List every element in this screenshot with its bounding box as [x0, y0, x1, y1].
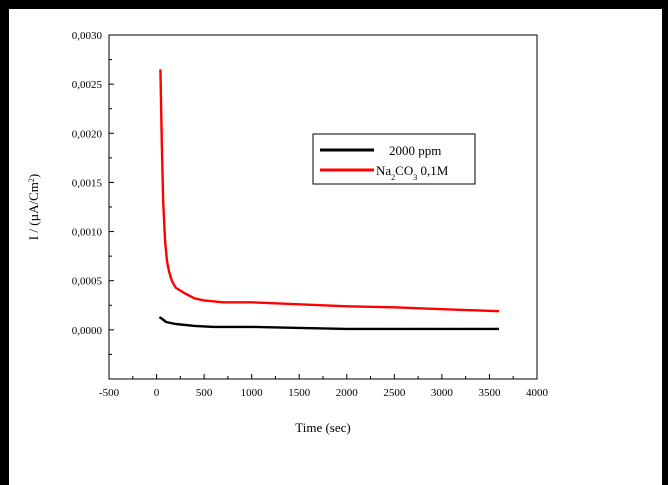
y-tick-label: 0,0015: [72, 177, 103, 189]
x-tick-label: 0: [154, 387, 160, 399]
x-tick-label: -500: [99, 387, 120, 399]
y-tick-label: 0,0005: [72, 276, 103, 288]
x-tick-label: 1500: [288, 387, 311, 399]
series-line-2000ppm: [158, 316, 499, 331]
x-tick-label: 2000: [336, 387, 359, 399]
legend-label-2000ppm: 2000 ppm: [389, 143, 441, 158]
series-line-na2co3: [159, 69, 500, 313]
y-tick-label: 0,0025: [72, 79, 103, 91]
x-axis: -500 0 500 1000 1500 2000 2500 3000 3500 4000: [99, 374, 549, 399]
x-tick-label: 500: [196, 387, 213, 399]
legend-label-na2co3: Na2CO3 0,1M: [376, 163, 449, 182]
x-tick-label: 3000: [431, 387, 454, 399]
x-axis-label: Time (sec): [295, 420, 351, 435]
y-tick-label: 0,0020: [72, 128, 103, 140]
legend: 2000 ppm Na2CO3 0,1M: [312, 133, 476, 185]
y-tick-label: 0,0010: [72, 227, 103, 239]
y-axis-label: I / (µA/Cm2): [26, 174, 41, 240]
x-tick-label: 1000: [241, 387, 264, 399]
x-tick-label: 4000: [526, 387, 549, 399]
x-tick-label: 3500: [478, 387, 501, 399]
x-tick-label: 2500: [383, 387, 406, 399]
series-group: [158, 69, 500, 331]
y-tick-label: 0,0030: [72, 30, 103, 42]
y-axis: 0,0000 0,0005 0,0010 0,0015 0,0020 0,0025 0,00…: [72, 30, 114, 355]
legend-box: [312, 133, 476, 185]
y-tick-label: 0,0000: [72, 325, 103, 337]
